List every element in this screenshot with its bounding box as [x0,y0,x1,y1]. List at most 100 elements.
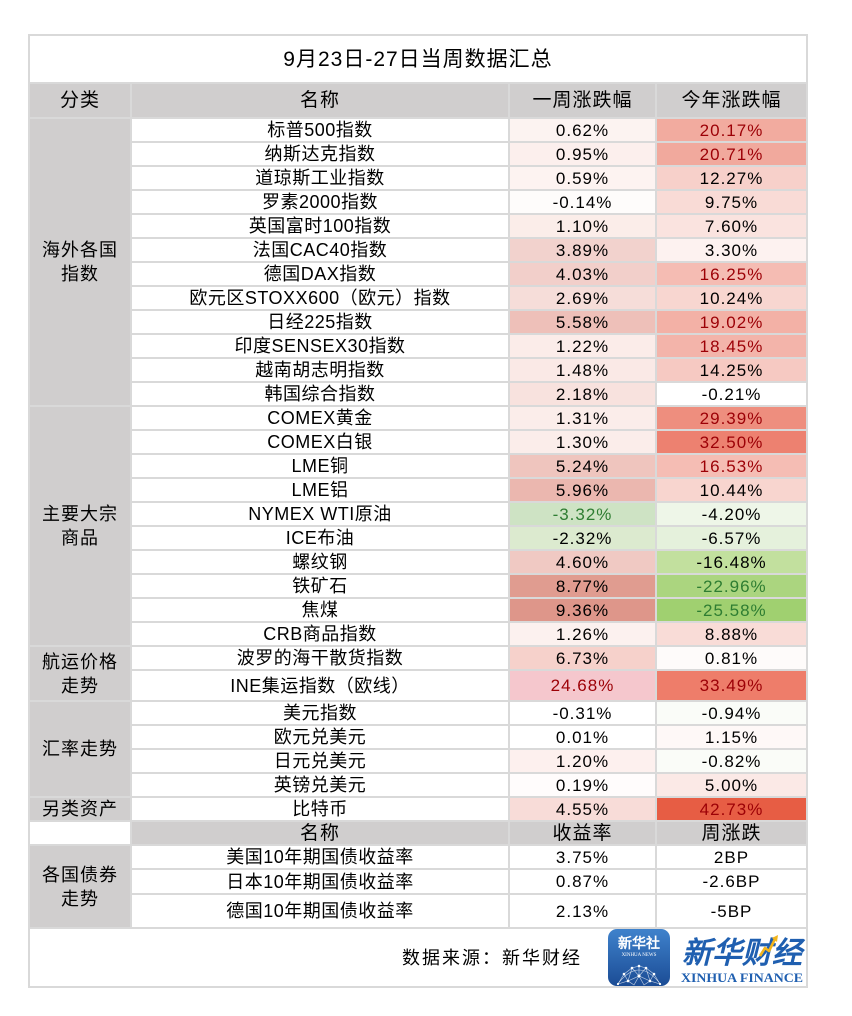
name-cell: 焦煤 [132,599,508,621]
weekly-change-cell: 0.19% [510,774,655,796]
weekly-change-cell: 4.03% [510,263,655,285]
weekly-change-cell: 3.89% [510,239,655,261]
ytd-change-cell: 19.02% [657,311,806,333]
ytd-change-cell: 33.49% [657,671,806,700]
weekly-bp-change-cell: 2BP [657,846,806,868]
ytd-change-cell: 10.24% [657,287,806,309]
ytd-change-cell: 14.25% [657,359,806,381]
name-cell: 铁矿石 [132,575,508,597]
xinhua-finance-logo: 新华财经 XINHUA FINANCE [681,935,806,985]
name-cell: 纳斯达克指数 [132,143,508,165]
weekly-change-cell: 1.48% [510,359,655,381]
ytd-change-cell: 3.30% [657,239,806,261]
name-cell: 螺纹钢 [132,551,508,573]
ytd-change-cell: 12.27% [657,167,806,189]
header-category: 分类 [30,84,130,117]
ytd-change-cell: -22.96% [657,575,806,597]
data-source-text: 数据来源：新华财经 [402,947,582,968]
weekly-change-cell: 2.18% [510,383,655,405]
name-cell: 美国10年期国债收益率 [132,846,508,868]
weekly-change-cell: 6.73% [510,647,655,669]
name-cell: 越南胡志明指数 [132,359,508,381]
weekly-change-cell: 0.62% [510,119,655,141]
ytd-change-cell: -0.94% [657,702,806,724]
weekly-change-cell: 1.22% [510,335,655,357]
name-cell: 道琼斯工业指数 [132,167,508,189]
table-title: 9月23日-27日当周数据汇总 [30,36,806,82]
weekly-change-cell: 1.10% [510,215,655,237]
weekly-change-cell: 1.31% [510,407,655,429]
ytd-change-cell: -0.82% [657,750,806,772]
category-alternative-assets: 另类资产 [30,798,130,820]
xinhua-finance-logo-cn: 新华财经 [682,936,806,971]
name-cell: COMEX黄金 [132,407,508,429]
name-cell: 德国DAX指数 [132,263,508,285]
name-cell: 欧元兑美元 [132,726,508,748]
ytd-change-cell: 20.17% [657,119,806,141]
header-weekly-change: 一周涨跌幅 [510,84,655,117]
name-cell: 欧元区STOXX600（欧元）指数 [132,287,508,309]
name-cell: 美元指数 [132,702,508,724]
weekly-change-cell: 1.30% [510,431,655,453]
xinhua-news-logo: 新华社 XINHUA NEWS [608,929,670,986]
weekly-change-cell: 4.55% [510,798,655,820]
bond-header-name: 名称 [132,822,508,844]
ytd-change-cell: 1.15% [657,726,806,748]
bond-header-blank [30,822,130,844]
name-cell: 比特币 [132,798,508,820]
weekly-change-cell: -2.32% [510,527,655,549]
name-cell: INE集运指数（欧线） [132,671,508,700]
ytd-change-cell: 5.00% [657,774,806,796]
ytd-change-cell: 8.88% [657,623,806,645]
category-exchange-rates: 汇率走势 [30,702,130,796]
name-cell: LME铝 [132,479,508,501]
weekly-change-cell: -0.14% [510,191,655,213]
weekly-change-cell: 0.01% [510,726,655,748]
yield-cell: 3.75% [510,846,655,868]
xinhua-finance-logo-en: XINHUA FINANCE [681,971,803,985]
weekly-change-cell: 9.36% [510,599,655,621]
weekly-change-cell: 4.60% [510,551,655,573]
weekly-change-cell: 1.20% [510,750,655,772]
weekly-change-cell: 5.96% [510,479,655,501]
ytd-change-cell: -4.20% [657,503,806,525]
name-cell: 日元兑美元 [132,750,508,772]
ytd-change-cell: 9.75% [657,191,806,213]
name-cell: 波罗的海干散货指数 [132,647,508,669]
weekly-bp-change-cell: -5BP [657,895,806,927]
ytd-change-cell: -16.48% [657,551,806,573]
weekly-change-cell: -3.32% [510,503,655,525]
yield-cell: 2.13% [510,895,655,927]
ytd-change-cell: 10.44% [657,479,806,501]
name-cell: 日经225指数 [132,311,508,333]
ytd-change-cell: 18.45% [657,335,806,357]
name-cell: 英国富时100指数 [132,215,508,237]
name-cell: 罗素2000指数 [132,191,508,213]
weekly-change-cell: 24.68% [510,671,655,700]
rising-arrow-icon [758,935,778,957]
weekly-change-cell: -0.31% [510,702,655,724]
header-name: 名称 [132,84,508,117]
ytd-change-cell: 29.39% [657,407,806,429]
category-overseas-indices: 海外各国 指数 [30,119,130,405]
name-cell: NYMEX WTI原油 [132,503,508,525]
weekly-change-cell: 5.24% [510,455,655,477]
ytd-change-cell: 20.71% [657,143,806,165]
name-cell: 法国CAC40指数 [132,239,508,261]
weekly-change-cell: 2.69% [510,287,655,309]
name-cell: 英镑兑美元 [132,774,508,796]
weekly-change-cell: 0.95% [510,143,655,165]
header-ytd-change: 今年涨跌幅 [657,84,806,117]
ytd-change-cell: 16.53% [657,455,806,477]
category-shipping-prices: 航运价格 走势 [30,647,130,700]
xinhua-news-logo-cn: 新华社 [618,935,660,952]
name-cell: COMEX白银 [132,431,508,453]
ytd-change-cell: -6.57% [657,527,806,549]
ytd-change-cell: -0.21% [657,383,806,405]
category-government-bonds: 各国债券 走势 [30,846,130,927]
xinhua-news-logo-en: XINHUA NEWS [622,953,657,958]
name-cell: 日本10年期国债收益率 [132,870,508,893]
weekly-change-cell: 0.59% [510,167,655,189]
bond-header-change: 周涨跌 [657,822,806,844]
bond-header-yield: 收益率 [510,822,655,844]
